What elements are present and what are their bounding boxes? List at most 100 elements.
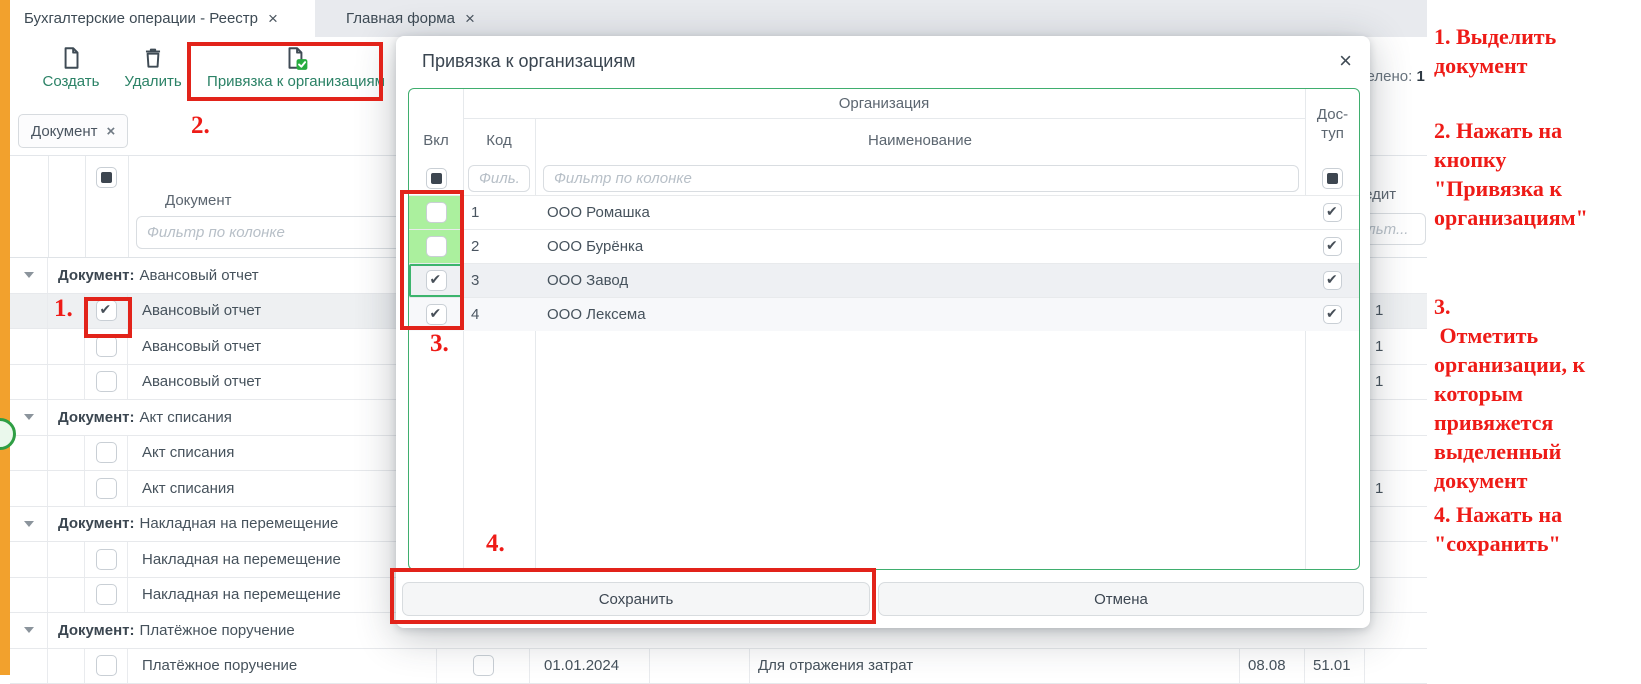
kredit-cell: 51.01 <box>1305 649 1365 684</box>
create-button-label: Создать <box>42 73 99 90</box>
group-prefix: Документ: <box>58 515 135 532</box>
code-cell: 4 <box>463 298 535 331</box>
trash-icon <box>140 45 166 71</box>
name-cell: ООО Ромашка <box>535 196 1305 229</box>
name-column-header: Наименование <box>535 119 1305 161</box>
row-checkbox[interactable] <box>96 371 117 392</box>
table-row[interactable]: Платёжное поручение 01.01.2024 Для отраж… <box>10 649 1427 684</box>
description-cell: Для отражения затрат <box>750 649 1240 684</box>
organization-row[interactable]: 4 ООО Лексема <box>409 297 1360 331</box>
name-filter-input[interactable] <box>543 165 1299 192</box>
name-cell: ООО Бурёнка <box>535 230 1305 263</box>
organizations-table: Организация Вкл Код Наименование Дос- ту… <box>408 88 1360 570</box>
collapse-arrow-icon <box>24 521 34 527</box>
create-button[interactable]: Создать <box>32 45 110 90</box>
on-column-header: Вкл <box>409 119 463 161</box>
code-cell: 3 <box>463 264 535 297</box>
organization-row[interactable]: 1 ООО Ромашка <box>409 195 1360 229</box>
left-accent-bar <box>0 0 10 675</box>
row-checkbox[interactable] <box>96 549 117 570</box>
column-divider <box>128 156 129 257</box>
collapse-arrow-icon <box>24 627 34 633</box>
row-checkbox[interactable] <box>96 478 117 499</box>
delete-button-label: Удалить <box>124 73 181 90</box>
row-checkbox[interactable] <box>96 442 117 463</box>
document-column-header: Документ <box>165 192 232 209</box>
code-cell: 1 <box>463 196 535 229</box>
value-cell <box>1365 436 1427 471</box>
cancel-button[interactable]: Отмена <box>878 582 1364 616</box>
tab-main-form[interactable]: Главная форма × <box>332 0 500 37</box>
code-column-header: Код <box>463 119 535 161</box>
instruction-step-3: 3. Отметить организации, к которым привя… <box>1434 292 1640 495</box>
value-cell: 1 <box>1365 329 1427 364</box>
highlight-box-step2 <box>187 42 383 101</box>
bind-to-organizations-dialog: Привязка к организациям × Организация Вк… <box>396 36 1370 628</box>
step-marker-3: 3. <box>430 330 449 358</box>
highlight-box-step3 <box>400 190 464 330</box>
group-prefix: Документ: <box>58 622 135 639</box>
close-tab-icon[interactable]: × <box>465 10 475 27</box>
expander-cell[interactable] <box>10 507 48 542</box>
dialog-title: Привязка к организациям <box>422 51 635 72</box>
select-all-checkbox[interactable] <box>96 167 117 188</box>
instruction-step-2: 2. Нажать на кнопку "Привязка к организа… <box>1434 116 1640 232</box>
document-cell: Авансовый отчет <box>128 294 437 329</box>
name-cell: ООО Лексема <box>535 298 1305 331</box>
document-cell: Платёжное поручение <box>128 649 437 684</box>
document-filter[interactable] <box>136 216 432 249</box>
expander-cell[interactable] <box>10 258 48 293</box>
access-checkbox[interactable] <box>1323 203 1342 222</box>
access-checkbox[interactable] <box>1323 271 1342 290</box>
date-cell: 01.01.2024 <box>530 649 650 684</box>
expander-cell[interactable] <box>10 400 48 435</box>
value-cell: 1 <box>1365 294 1427 329</box>
select-all-on-checkbox[interactable] <box>426 168 447 189</box>
step-marker-1: 1. <box>54 295 73 323</box>
grouping-chip-document[interactable]: Документ × <box>18 114 128 148</box>
row-checkbox[interactable] <box>96 584 117 605</box>
row-checkbox[interactable] <box>96 655 117 676</box>
column-divider <box>85 156 86 257</box>
group-label: Накладная на перемещение <box>140 515 339 532</box>
column-divider <box>48 156 49 257</box>
highlight-box-step4 <box>390 568 876 624</box>
step-marker-2: 2. <box>191 112 210 140</box>
organization-row[interactable]: 3 ООО Завод <box>409 263 1360 297</box>
group-prefix: Документ: <box>58 267 135 284</box>
close-tab-icon[interactable]: × <box>268 10 278 27</box>
remove-chip-icon[interactable]: × <box>107 123 116 140</box>
selected-count-value: 1 <box>1416 68 1424 85</box>
tab-label: Бухгалтерские операции - Реестр <box>24 10 258 27</box>
expander-cell[interactable] <box>10 613 48 648</box>
highlight-box-step1 <box>84 297 132 338</box>
delete-button[interactable]: Удалить <box>114 45 192 90</box>
document-filter-input[interactable] <box>136 216 432 249</box>
select-all-access-checkbox[interactable] <box>1322 168 1343 189</box>
instruction-step-1: 1. Выделить документ <box>1434 22 1640 80</box>
document-cell: Акт списания <box>128 471 437 506</box>
tab-bar: Бухгалтерские операции - Реестр × Главна… <box>10 0 1427 37</box>
document-cell: Акт списания <box>128 436 437 471</box>
tab-accounting-operations[interactable]: Бухгалтерские операции - Реестр × <box>10 0 315 37</box>
collapse-arrow-icon <box>24 272 34 278</box>
value-cell: 1 <box>1365 365 1427 400</box>
chip-label: Документ <box>31 123 98 140</box>
close-dialog-icon[interactable]: × <box>1339 48 1352 74</box>
new-document-icon <box>58 45 84 71</box>
collapse-arrow-icon <box>24 414 34 420</box>
group-label: Акт списания <box>140 409 232 426</box>
row-checkbox[interactable] <box>96 336 117 357</box>
access-checkbox[interactable] <box>1323 305 1342 324</box>
organization-group-header: Организация <box>463 89 1305 119</box>
row-checkbox2[interactable] <box>473 655 494 676</box>
instruction-step-4: 4. Нажать на "сохранить" <box>1434 500 1640 558</box>
code-filter-input[interactable] <box>468 165 530 192</box>
group-label: Платёжное поручение <box>140 622 295 639</box>
document-cell: Авансовый отчет <box>128 329 437 364</box>
access-column-header: Дос- туп <box>1305 89 1360 161</box>
tab-label: Главная форма <box>346 10 455 27</box>
access-checkbox[interactable] <box>1323 237 1342 256</box>
document-cell: Авансовый отчет <box>128 365 437 400</box>
organization-row[interactable]: 2 ООО Бурёнка <box>409 229 1360 263</box>
